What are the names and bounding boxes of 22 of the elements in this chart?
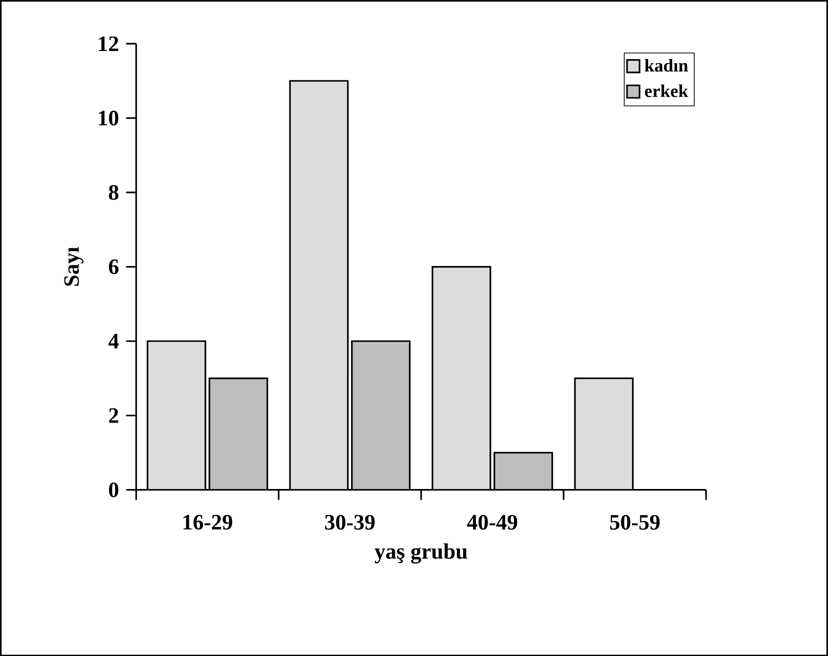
bar (290, 80, 348, 490)
legend-label: kadın (644, 58, 688, 72)
bar (209, 378, 268, 490)
bar (494, 452, 552, 490)
y-tick-label: 2 (109, 408, 118, 423)
bar (148, 340, 206, 490)
y-tick-label: 12 (98, 36, 118, 51)
y-tick-label: 4 (108, 334, 119, 348)
y-tick-label: 6 (108, 259, 118, 274)
y-tick-label: 10 (98, 110, 118, 126)
legend-label: erkek (644, 84, 688, 97)
y-tick-label: 8 (108, 184, 118, 200)
x-axis-title: yaş grubu (374, 543, 468, 564)
y-tick-label: 0 (108, 482, 118, 498)
x-tick-label: 50-59 (610, 514, 660, 530)
x-tick-label: 30-39 (325, 514, 375, 530)
x-tick-label: 40-49 (467, 514, 518, 530)
y-axis-title: Sayı (64, 246, 84, 286)
bar (574, 377, 634, 490)
x-tick-label: 16-29 (184, 514, 232, 530)
bar (352, 340, 410, 490)
bar (432, 266, 490, 490)
